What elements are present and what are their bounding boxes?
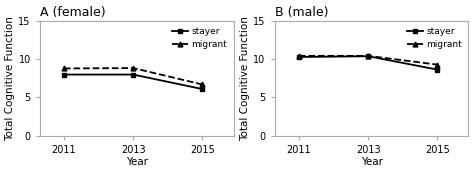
X-axis label: Year: Year bbox=[361, 157, 383, 167]
Y-axis label: Total Cognitive Function: Total Cognitive Function bbox=[6, 16, 16, 141]
stayer bbox=[61, 74, 67, 76]
stayer bbox=[365, 55, 371, 57]
Text: B (male): B (male) bbox=[274, 6, 328, 19]
Y-axis label: Total Cognitive Function: Total Cognitive Function bbox=[240, 16, 250, 141]
Legend: stayer, migrant: stayer, migrant bbox=[170, 26, 229, 51]
Line: migrant: migrant bbox=[62, 66, 205, 87]
stayer bbox=[130, 74, 136, 76]
Legend: stayer, migrant: stayer, migrant bbox=[405, 26, 464, 51]
stayer bbox=[435, 69, 440, 71]
stayer bbox=[200, 88, 205, 90]
X-axis label: Year: Year bbox=[126, 157, 147, 167]
stayer bbox=[296, 56, 302, 58]
migrant bbox=[365, 55, 371, 57]
migrant bbox=[435, 64, 440, 66]
migrant bbox=[61, 67, 67, 70]
Line: migrant: migrant bbox=[296, 53, 440, 67]
migrant bbox=[130, 67, 136, 69]
Line: stayer: stayer bbox=[62, 72, 205, 92]
migrant bbox=[200, 83, 205, 85]
Line: stayer: stayer bbox=[296, 54, 440, 72]
migrant bbox=[296, 55, 302, 57]
Text: A (female): A (female) bbox=[40, 6, 105, 19]
